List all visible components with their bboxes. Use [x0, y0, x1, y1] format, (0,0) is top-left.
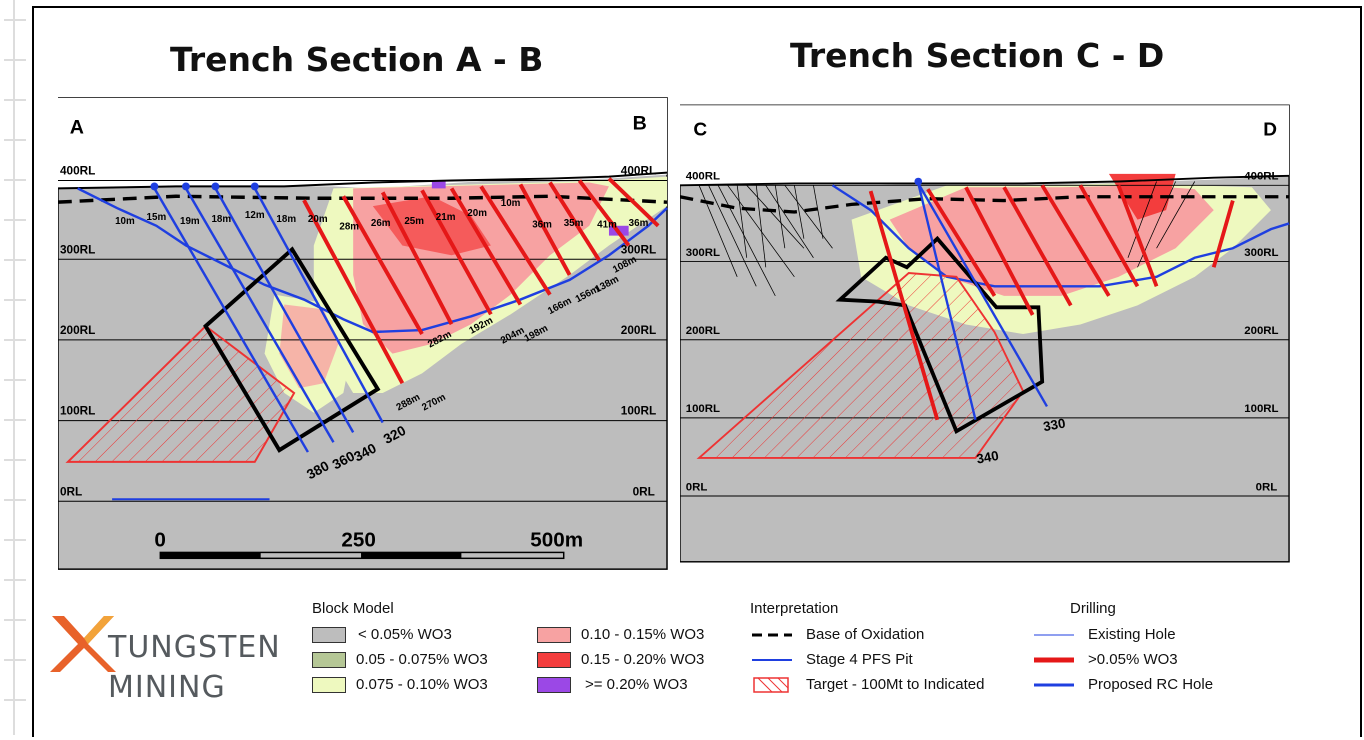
- hole-depth-label: 35m: [564, 218, 584, 229]
- scale-label-250: 250: [341, 529, 375, 552]
- tungsten-x-logo-icon: [50, 616, 116, 672]
- hole-depth-label: 20m: [308, 214, 328, 225]
- legend-swatch: [312, 651, 346, 668]
- legend-item: Existing Hole: [1034, 626, 1176, 643]
- hole-depth-label: 10m: [115, 216, 135, 227]
- legend-item: 0.15 - 0.20% WO3: [537, 651, 704, 668]
- hole-depth-label: 10m: [501, 198, 521, 209]
- hole-depth-label: 18m: [211, 214, 231, 225]
- rl-label: 300RL: [60, 242, 95, 256]
- hole-id-label: 340: [975, 448, 1000, 467]
- hole-depth-label: 28m: [339, 222, 359, 233]
- hole-depth-label: 36m: [532, 220, 552, 231]
- rl-label: 0RL: [60, 484, 82, 498]
- rl-label: 300RL: [686, 247, 720, 259]
- rl-label: 400RL: [686, 171, 720, 183]
- legend-item: 0.10 - 0.15% WO3: [537, 626, 704, 643]
- blue-line-icon: [752, 658, 792, 661]
- hole-depth-label: 25m: [404, 216, 424, 227]
- title-section-cd: Trench Section C - D: [790, 36, 1165, 75]
- red-line-icon: [1034, 657, 1074, 662]
- rl-label-right: 0RL: [1256, 481, 1278, 493]
- legend-interpretation-title: Interpretation: [750, 600, 839, 617]
- hole-id-label: 330: [1042, 416, 1067, 435]
- logo-text-mining: MINING: [108, 670, 226, 705]
- legend-item: Proposed RC Hole: [1034, 676, 1213, 693]
- title-section-ab: Trench Section A - B: [170, 40, 544, 79]
- corner-label-b: B: [633, 112, 647, 134]
- legend-swatch: [537, 651, 571, 668]
- section-cd-panel: C D 400RL 300RL 200RL 100RL 0RL 400RL 30…: [680, 104, 1290, 563]
- rl-label-right: 200RL: [621, 323, 656, 337]
- legend-item: < 0.05% WO3: [312, 626, 452, 643]
- rl-label-right: 300RL: [621, 242, 656, 256]
- legend-item: 0.05 - 0.075% WO3: [312, 651, 488, 668]
- left-edge-strip: [0, 0, 30, 735]
- legend-swatch: [312, 676, 346, 693]
- rl-label-right: 400RL: [621, 164, 656, 178]
- rl-label: 100RL: [60, 404, 95, 418]
- rl-label: 100RL: [686, 403, 720, 415]
- hole-depth-label: 26m: [371, 218, 391, 229]
- section-ab-panel: A B 400RL 300RL 200RL 100RL 0RL 400RL 30…: [58, 97, 668, 570]
- hole-depth-label: 19m: [180, 216, 200, 227]
- legend-item: 0.075 - 0.10% WO3: [312, 676, 488, 693]
- legend-block-model-title: Block Model: [312, 600, 394, 617]
- rl-label-right: 400RL: [1244, 171, 1278, 183]
- rl-label: 0RL: [686, 481, 708, 493]
- rl-label-right: 0RL: [633, 484, 655, 498]
- thick-blue-line-icon: [1034, 683, 1074, 686]
- rl-label-right: 300RL: [1244, 247, 1278, 259]
- hole-depth-label: 15m: [147, 212, 167, 223]
- legend-swatch: [537, 676, 571, 693]
- legend-drilling-title: Drilling: [1070, 600, 1116, 617]
- hole-depth-label: 18m: [276, 214, 296, 225]
- hatch-box-icon: [753, 676, 789, 693]
- hole-depth-label: 20m: [467, 208, 487, 219]
- rl-label-right: 100RL: [621, 404, 656, 418]
- legend-swatch: [312, 626, 346, 643]
- thin-line-icon: [1034, 634, 1074, 635]
- corner-label-c: C: [693, 120, 707, 141]
- corner-label-d: D: [1263, 120, 1277, 141]
- rl-label: 200RL: [60, 323, 95, 337]
- legend-item: >0.05% WO3: [1034, 651, 1178, 668]
- legend-item: >= 0.20% WO3: [537, 676, 688, 693]
- logo-text-tungsten: TUNGSTEN: [108, 630, 281, 665]
- hole-depth-label: 36m: [629, 218, 649, 229]
- scale-label-500: 500m: [530, 529, 583, 552]
- legend-item: Base of Oxidation: [752, 626, 924, 643]
- hole-depth-label: 21m: [436, 212, 456, 223]
- hole-depth-label: 41m: [597, 220, 617, 231]
- dashed-line-icon: [752, 633, 792, 636]
- legend-item: Stage 4 PFS Pit: [752, 651, 913, 668]
- legend-item: Target - 100Mt to Indicated: [752, 676, 984, 693]
- rl-label: 400RL: [60, 164, 95, 178]
- rl-label-right: 100RL: [1244, 403, 1278, 415]
- rl-label: 200RL: [686, 325, 720, 337]
- legend-swatch: [537, 626, 571, 643]
- rl-label-right: 200RL: [1244, 325, 1278, 337]
- scale-label-0: 0: [154, 529, 165, 552]
- hole-depth-label: 12m: [245, 210, 265, 221]
- corner-label-a: A: [70, 116, 84, 138]
- figure-frame: [32, 6, 1362, 737]
